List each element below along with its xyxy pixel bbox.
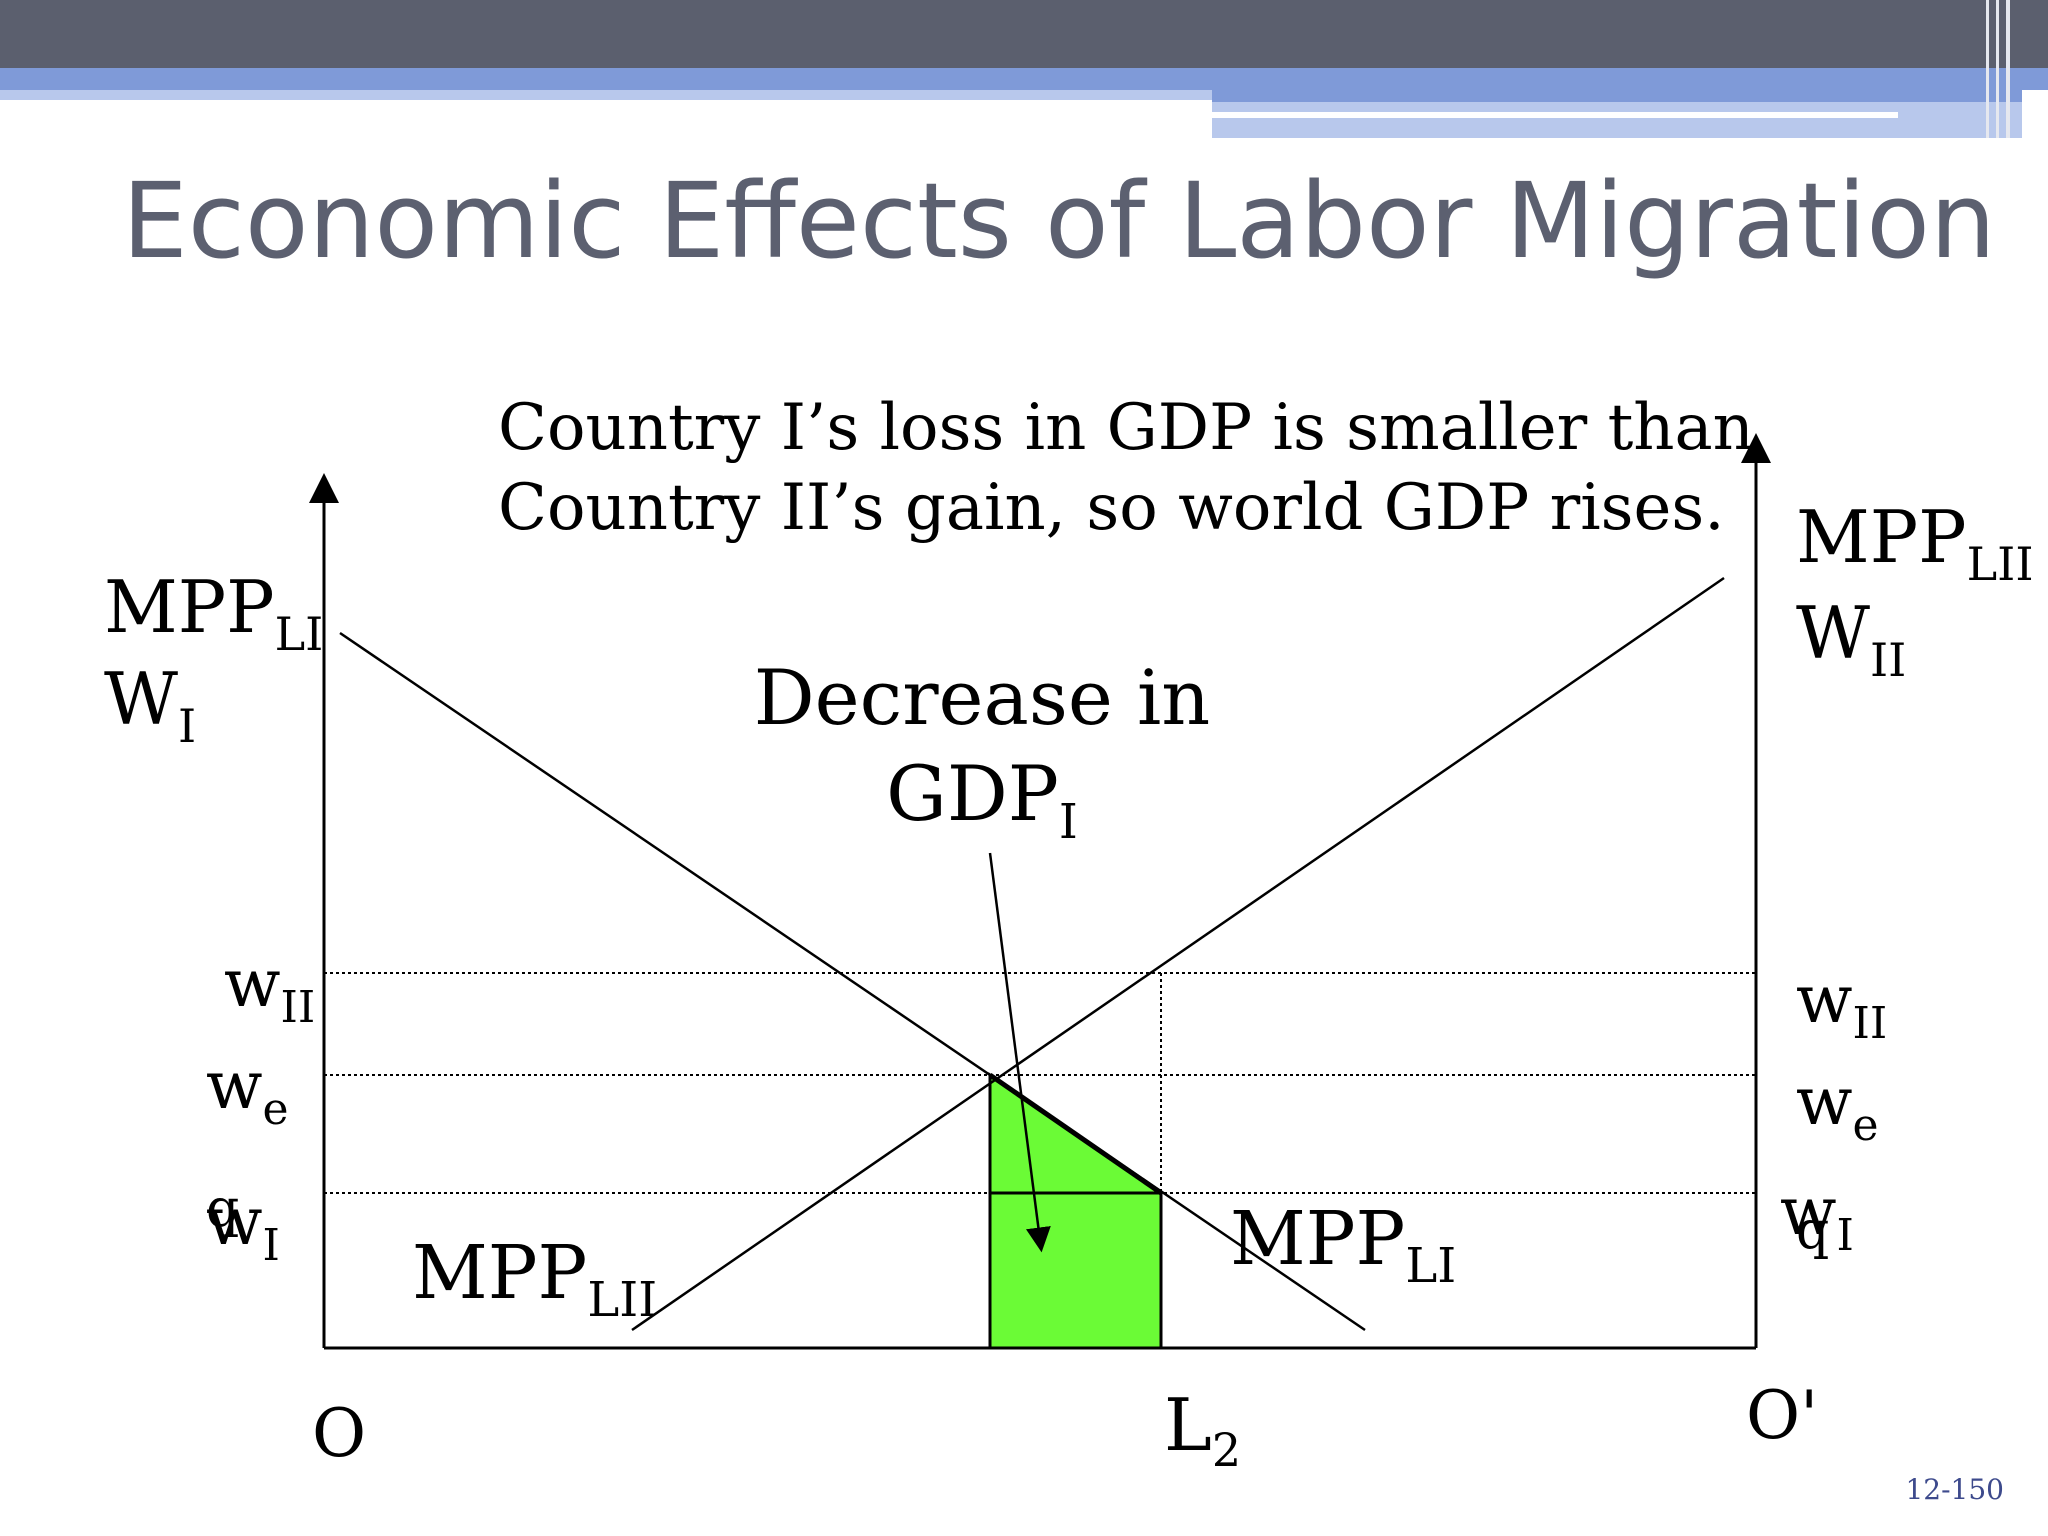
left-tick-we: we <box>206 1047 289 1135</box>
right-tick-we: we <box>1796 1063 1879 1151</box>
mpp-li-curve <box>339 631 1366 1332</box>
right-tick-wi-base: w <box>1780 1173 1837 1250</box>
left-tick-wii-base: w <box>224 945 281 1022</box>
left-tick-we-base: w <box>206 1047 263 1124</box>
header-edge-marks-2 <box>1996 0 1999 138</box>
right-tick-wii-base: w <box>1796 961 1853 1038</box>
left-tick-we-sub: e <box>263 1084 289 1135</box>
right-axis-label-base: MPP <box>1796 495 1967 579</box>
mpp-lii-label-sub: LII <box>587 1272 657 1328</box>
right-axis-label-line-1: MPPLII <box>1796 495 2034 591</box>
left-axis-label-sub: LI <box>275 607 324 661</box>
left-tick-wi-overstrike: q <box>206 1179 239 1239</box>
slide-title: Economic Effects of Labor Migration <box>122 160 1996 282</box>
annotation-line-2: GDPI <box>886 749 1078 850</box>
caption-line-2: Country II’s gain, so world GDP rises. <box>498 471 1725 545</box>
header-edge-marks-3 <box>2006 0 2010 138</box>
mpp-li-label: MPPLI <box>1230 1196 1456 1294</box>
left-axis-label-line-1: MPPLI <box>104 565 323 661</box>
origin-right-label: O' <box>1746 1377 1818 1454</box>
left-tick-wii: wII <box>224 945 315 1033</box>
mpp-lii-curve <box>631 576 1725 1332</box>
l2-label-sub: 2 <box>1212 1423 1241 1477</box>
right-tick-we-sub: e <box>1853 1100 1879 1151</box>
decrease-gdp-area <box>988 1072 1163 1350</box>
mpp-li-label-base: MPP <box>1230 1196 1405 1282</box>
header-blue-tab <box>1212 90 2022 102</box>
right-tick-wi-overstrike: q <box>1796 1201 1829 1261</box>
right-axis-label-sub2: II <box>1870 633 1906 687</box>
header-light-strip <box>0 90 1212 100</box>
left-tick-wi-base: w <box>206 1183 263 1260</box>
right-tick-wi-sub: I <box>1837 1210 1854 1261</box>
l2-label-base: L <box>1164 1383 1212 1467</box>
l2-label: L2 <box>1164 1383 1241 1477</box>
annotation-line-2-base: GDP <box>886 749 1059 838</box>
left-tick-wii-sub: II <box>281 982 316 1033</box>
right-axis-label-line-2: WII <box>1796 591 1906 687</box>
slide-header-decoration <box>0 0 2048 138</box>
left-axis-label-base2: W <box>104 657 178 741</box>
header-edge-marks <box>1986 0 1989 138</box>
origin-left-label: O <box>312 1395 366 1472</box>
area-edge-thick <box>988 1072 1163 1196</box>
right-tick-wii: wII <box>1796 961 1887 1049</box>
left-axis-label-sub2: I <box>178 699 196 753</box>
right-axis-label-sub: LII <box>1967 537 2034 591</box>
caption-line-1: Country I’s loss in GDP is smaller than <box>498 391 1754 465</box>
header-white-line <box>1212 112 1898 118</box>
header-light-tab <box>1212 102 2022 138</box>
annotation-line-2-sub: I <box>1059 794 1078 850</box>
mpp-lii-label-base: MPP <box>412 1230 587 1316</box>
left-axis-label-line-2: WI <box>104 657 196 753</box>
right-tick-wii-sub: II <box>1853 998 1888 1049</box>
right-tick-we-base: w <box>1796 1063 1853 1140</box>
slide-number: 12-150 <box>1905 1473 2004 1506</box>
annotation-line-1: Decrease in <box>754 653 1210 742</box>
header-dark-bar <box>0 0 2048 68</box>
right-axis-label-base2: W <box>1796 591 1870 675</box>
mpp-lii-label: MPPLII <box>412 1230 657 1328</box>
left-tick-wi-sub: I <box>263 1220 280 1271</box>
left-tick-wi: wI <box>206 1183 280 1271</box>
header-blue-band <box>0 68 2048 90</box>
right-tick-wi: wI <box>1780 1173 1854 1261</box>
left-axis-label-base: MPP <box>104 565 275 649</box>
caption-text: Country I’s loss in GDP is smaller than … <box>498 388 1754 548</box>
mpp-li-label-sub: LI <box>1405 1238 1456 1294</box>
annotation-arrow <box>988 852 1051 1253</box>
